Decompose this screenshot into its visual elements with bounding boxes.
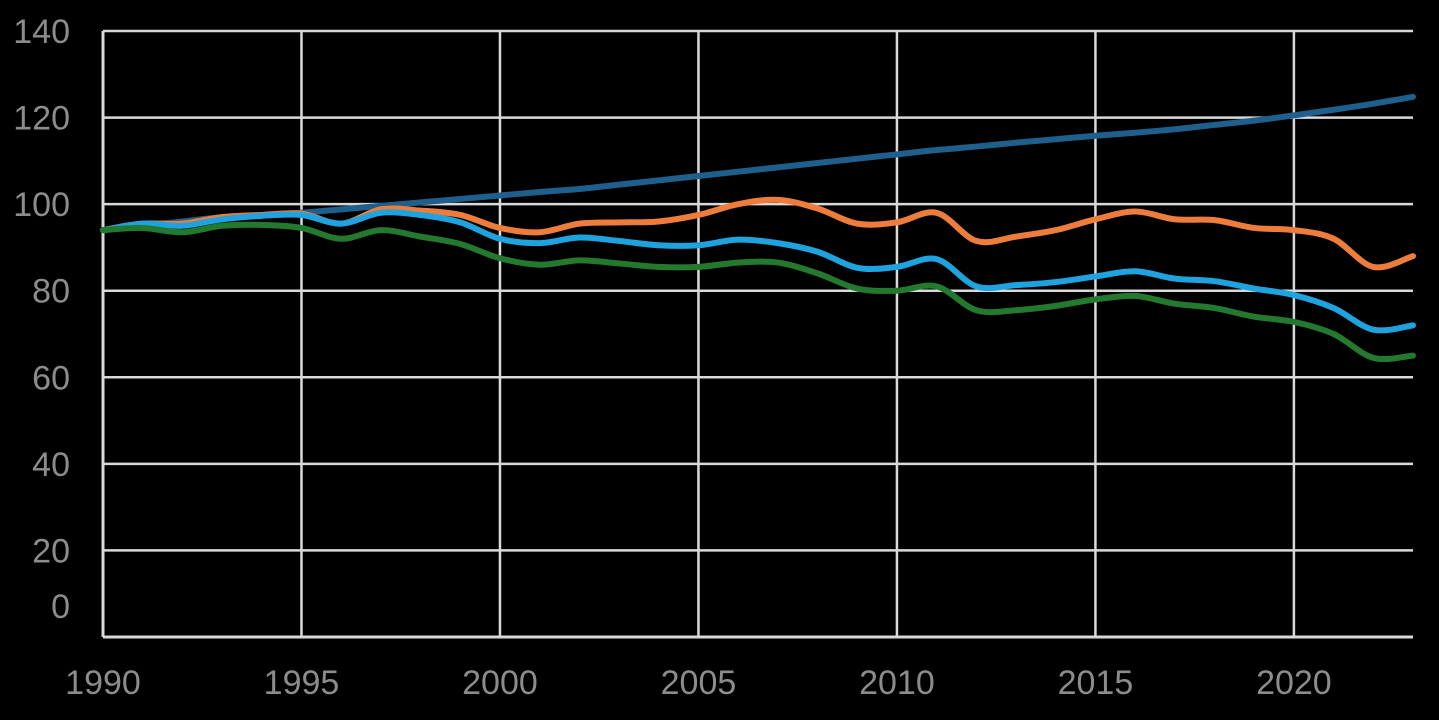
y-tick-label: 60 (32, 359, 70, 397)
x-tick-label: 1995 (264, 664, 340, 702)
gridlines (103, 29, 1413, 637)
series-lines (100, 93, 1416, 363)
y-tick-label: 40 (32, 446, 70, 484)
series-line-1 (100, 93, 1416, 234)
y-tick-labels: 0 20 40 60 80 100 120 140 (13, 13, 70, 626)
y-tick-label: 0 (51, 588, 70, 626)
y-tick-label: 20 (32, 532, 70, 570)
x-tick-label: 2020 (1256, 664, 1332, 702)
x-tick-label: 1990 (65, 664, 141, 702)
y-tick-label: 120 (13, 100, 70, 138)
y-tick-label: 140 (13, 13, 70, 51)
axes (101, 31, 1413, 639)
x-tick-label: 2000 (462, 664, 538, 702)
y-tick-label: 80 (32, 273, 70, 311)
series-line-3 (100, 209, 1416, 334)
x-tick-label: 2010 (859, 664, 935, 702)
x-tick-label: 2005 (661, 664, 737, 702)
y-tick-label: 100 (13, 186, 70, 224)
series-line-2 (100, 196, 1416, 271)
series-line-4 (100, 221, 1416, 363)
x-tick-labels: 1990 1995 2000 2005 2010 2015 2020 (65, 664, 1332, 702)
x-tick-label: 2015 (1058, 664, 1134, 702)
